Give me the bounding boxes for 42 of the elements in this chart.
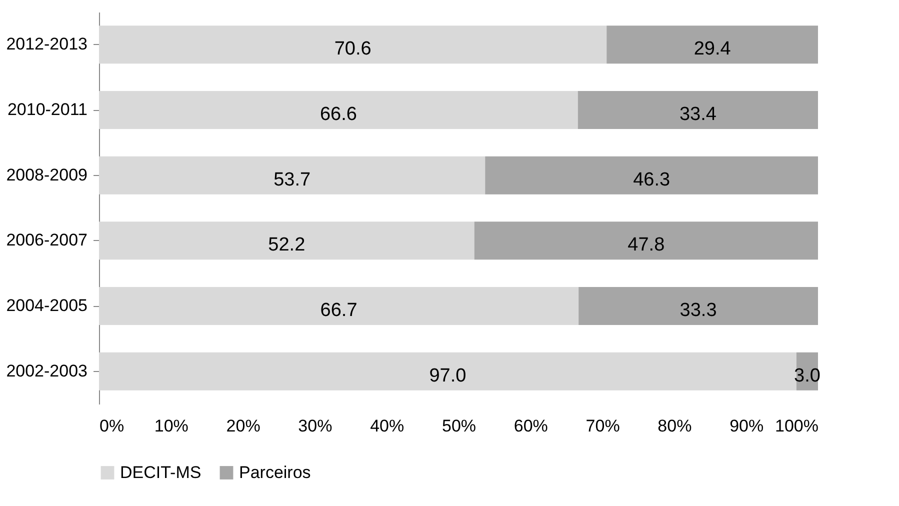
data-label: 33.3 (680, 300, 717, 321)
bar (606, 26, 818, 64)
data-label: 66.6 (320, 104, 357, 125)
x-tick-label: 30% (298, 416, 332, 436)
x-tick-label: 70% (586, 416, 620, 436)
data-label: 97.0 (429, 365, 466, 386)
bar (474, 222, 818, 260)
data-label: 3.0 (794, 365, 820, 386)
data-label: 70.6 (334, 38, 372, 60)
data-label: 46.3 (633, 169, 670, 190)
data-label: 29.4 (694, 38, 732, 60)
x-tick-label: 80% (658, 416, 692, 436)
data-label: 66.7 (320, 300, 358, 321)
x-tick-label: 60% (514, 416, 548, 436)
y-tick-label: 2008-2009 (6, 165, 88, 184)
x-tick-label: 20% (226, 416, 260, 436)
bar (578, 91, 818, 129)
bar (99, 352, 796, 390)
bar (99, 91, 578, 129)
bar (99, 287, 579, 325)
y-tick-label: 2010-2011 (7, 100, 88, 119)
bar (99, 26, 607, 64)
data-label: 53.7 (274, 169, 311, 190)
legend-label: DECIT-MS (120, 462, 202, 482)
data-label: 33.4 (679, 104, 717, 125)
bar (578, 287, 818, 325)
x-tick-label: 100% (775, 416, 818, 436)
x-tick-label: 90% (730, 416, 764, 436)
y-tick-label: 2012-2013 (6, 34, 88, 54)
y-tick-label: 2004-2005 (6, 296, 88, 315)
x-tick-label: 0% (100, 416, 124, 436)
x-tick-label: 10% (154, 416, 188, 436)
data-label: 52.2 (268, 234, 306, 256)
y-tick-label: 2006-2007 (6, 230, 88, 250)
x-tick-label: 40% (370, 416, 404, 436)
bar (485, 156, 818, 194)
y-tick-label: 2002-2003 (6, 361, 88, 380)
x-tick-label: 50% (442, 416, 476, 436)
bar (99, 222, 474, 260)
bar (99, 156, 486, 194)
legend-label: Parceiros (239, 462, 311, 482)
data-label: 47.8 (628, 234, 665, 256)
